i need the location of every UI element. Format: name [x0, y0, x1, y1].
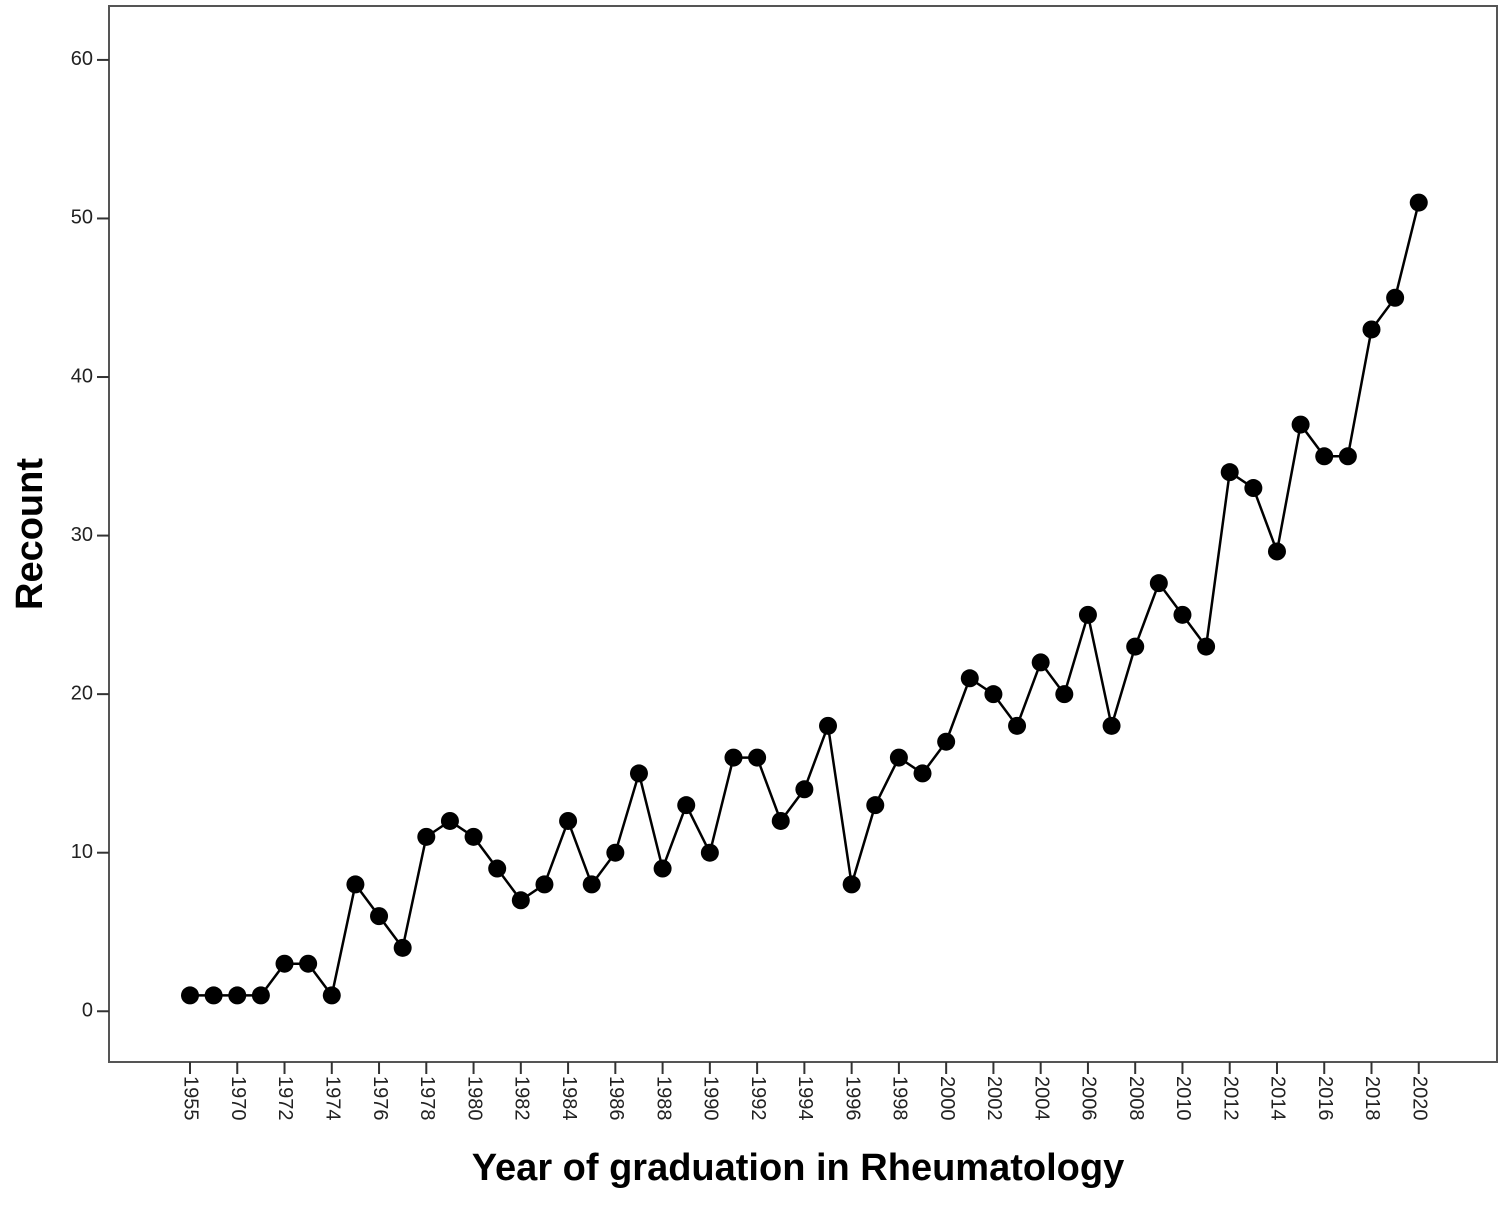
y-tick-label: 0	[82, 1000, 93, 1022]
point	[417, 827, 436, 846]
point	[440, 811, 459, 830]
point	[582, 875, 601, 894]
y-tick-label: 20	[71, 682, 93, 704]
y-tick-label: 40	[71, 365, 93, 387]
point	[748, 748, 767, 767]
x-tick-label: 2000	[936, 1076, 958, 1121]
point	[1386, 288, 1405, 307]
point	[889, 748, 908, 767]
point	[511, 891, 530, 910]
x-tick-label: 1998	[889, 1076, 911, 1121]
point	[960, 669, 979, 688]
x-tick-label: 1974	[321, 1076, 343, 1121]
x-tick-label: 1972	[274, 1076, 296, 1121]
y-tick-label: 50	[71, 207, 93, 229]
point	[677, 796, 696, 815]
x-axis-title: Year of graduation in Rheumatology	[472, 1147, 1124, 1189]
point	[204, 986, 223, 1005]
point	[275, 954, 294, 973]
x-tick-label: 1990	[700, 1076, 722, 1121]
point	[842, 875, 861, 894]
point	[1291, 415, 1310, 434]
point	[251, 986, 270, 1005]
point	[1220, 463, 1239, 482]
point	[629, 764, 648, 783]
plot-frame	[108, 5, 1498, 1063]
point	[866, 796, 885, 815]
point	[1197, 637, 1216, 656]
x-tick-label: 1970	[227, 1076, 249, 1121]
x-tick-label: 2008	[1125, 1076, 1147, 1121]
point	[1149, 574, 1168, 593]
x-tick-label: 2006	[1078, 1076, 1100, 1121]
point	[937, 732, 956, 751]
point	[322, 986, 341, 1005]
point	[1267, 542, 1286, 561]
point	[771, 811, 790, 830]
point	[1338, 447, 1357, 466]
point	[1008, 716, 1027, 735]
point	[653, 859, 672, 878]
y-tick-label: 10	[71, 841, 93, 863]
point	[819, 716, 838, 735]
point	[795, 780, 814, 799]
x-tick-label: 1982	[511, 1076, 533, 1121]
x-tick-label: 2012	[1219, 1076, 1241, 1121]
point	[1244, 479, 1263, 498]
y-tick-label: 60	[71, 48, 93, 70]
y-tick-label: 30	[71, 524, 93, 546]
x-tick-label: 1986	[605, 1076, 627, 1121]
point	[724, 748, 743, 767]
point	[464, 827, 483, 846]
point	[1102, 716, 1121, 735]
x-tick-label: 1996	[841, 1076, 863, 1121]
point	[1362, 320, 1381, 339]
point	[346, 875, 365, 894]
x-tick-label: 1984	[558, 1076, 580, 1121]
point	[700, 843, 719, 862]
point	[181, 986, 199, 1005]
x-tick-label: 1992	[747, 1076, 769, 1121]
point	[1315, 447, 1334, 466]
x-tick-label: 2014	[1267, 1076, 1289, 1121]
point	[606, 843, 625, 862]
x-tick-label: 1988	[652, 1076, 674, 1121]
point	[1031, 653, 1050, 672]
point	[228, 986, 247, 1005]
x-tick-label: 2004	[1030, 1076, 1052, 1121]
point	[913, 764, 932, 783]
x-tick-label: 2010	[1172, 1076, 1194, 1121]
x-tick-label: 1978	[416, 1076, 438, 1121]
line	[190, 202, 1420, 999]
point	[370, 907, 389, 926]
x-tick-label: 2002	[983, 1076, 1005, 1121]
x-tick-label: 1976	[369, 1076, 391, 1121]
point	[535, 875, 554, 894]
x-tick-label: 1980	[463, 1076, 485, 1121]
point	[1173, 605, 1192, 624]
point	[984, 685, 1003, 704]
x-tick-label: 1994	[794, 1076, 816, 1121]
point	[488, 859, 507, 878]
x-tick-label: 2018	[1361, 1076, 1383, 1121]
x-tick-label: 1955	[180, 1076, 202, 1121]
point	[1055, 685, 1074, 704]
point	[559, 811, 578, 830]
x-tick-label: 2016	[1314, 1076, 1336, 1121]
point	[1078, 605, 1097, 624]
point	[1409, 193, 1428, 212]
point	[1126, 637, 1145, 656]
point	[299, 954, 318, 973]
x-tick-label: 2020	[1408, 1076, 1430, 1121]
point	[393, 938, 412, 957]
y-axis-title: Recount	[9, 458, 51, 610]
